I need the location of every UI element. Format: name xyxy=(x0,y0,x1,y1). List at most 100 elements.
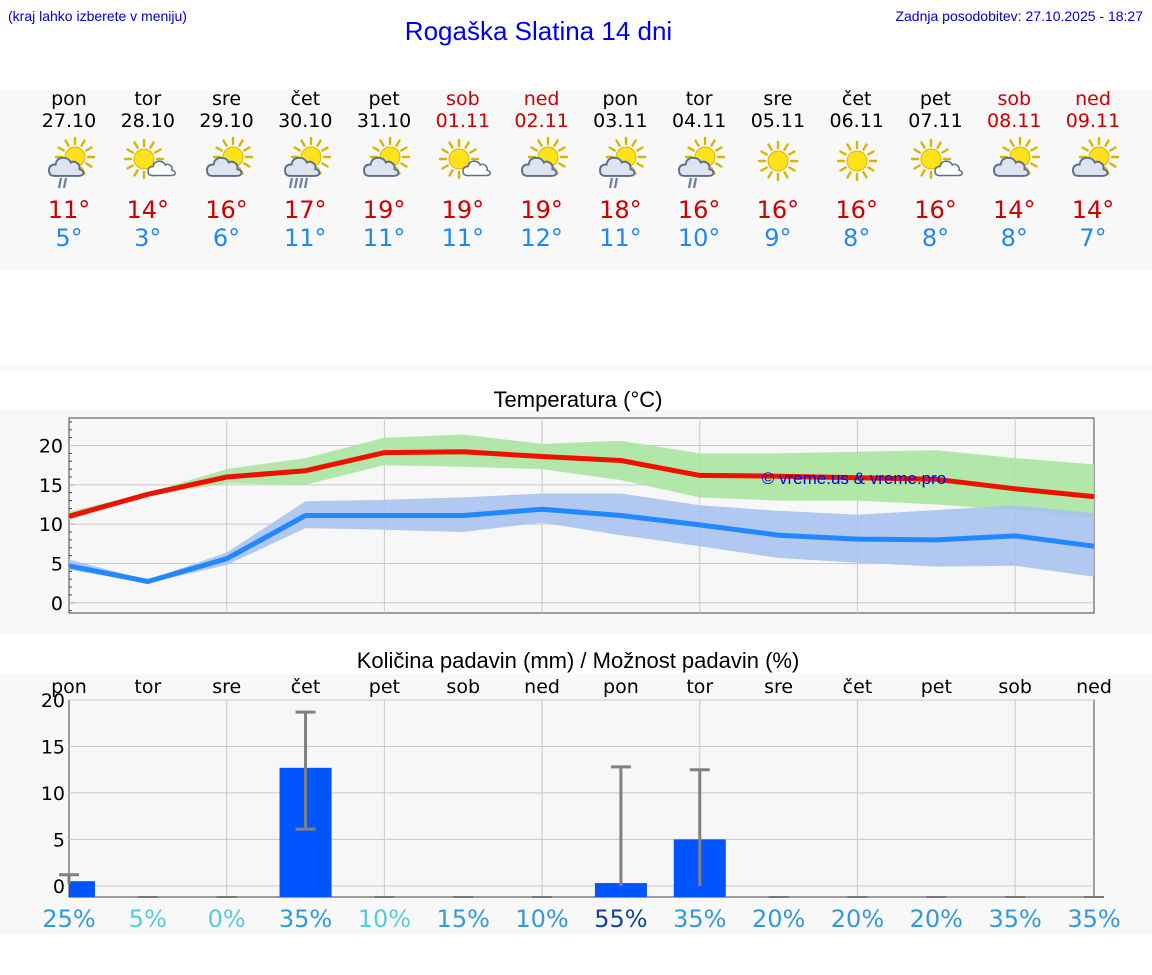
min-temperature: 11° xyxy=(599,224,642,252)
precipitation-bar xyxy=(69,881,95,897)
day-name: pon xyxy=(51,88,87,110)
max-temperature: 16° xyxy=(205,196,248,224)
temperature-y-tick-label: 0 xyxy=(51,593,63,615)
day-column: tor 28.10 14° 3° xyxy=(98,88,198,252)
max-temperature: 18° xyxy=(599,196,642,224)
precipitation-probability-label: 10% xyxy=(358,905,411,933)
max-temperature: 19° xyxy=(362,196,406,224)
sun-icon xyxy=(807,135,907,195)
sun-small-cloud-icon xyxy=(413,135,513,195)
precipitation-y-tick-label: 0 xyxy=(53,876,65,898)
min-temperature-line xyxy=(68,506,1095,584)
day-column: pet 07.11 16° 8° xyxy=(885,88,985,252)
day-date: 08.11 xyxy=(987,110,1042,132)
precipitation-probability-label: 20% xyxy=(831,905,884,933)
day-name: sob xyxy=(997,88,1032,110)
precipitation-probability-label: 35% xyxy=(988,905,1041,933)
min-temperature: 7° xyxy=(1079,224,1107,252)
max-temperature: 14° xyxy=(992,196,1036,224)
max-temperature-line xyxy=(68,449,1095,519)
day-date: 28.10 xyxy=(120,110,175,132)
day-name: čet xyxy=(841,88,872,110)
precipitation-y-tick-label: 20 xyxy=(41,690,65,712)
max-temperature: 16° xyxy=(835,196,878,224)
min-temperature: 9° xyxy=(764,224,792,252)
precipitation-day-label: pon xyxy=(603,676,639,698)
min-temperature: 8° xyxy=(1000,224,1028,252)
day-column: pon 27.10 11° 5° xyxy=(19,88,119,252)
precipitation-probability-label: 35% xyxy=(673,905,726,933)
max-temperature: 11° xyxy=(47,196,91,224)
precipitation-probability-label: 5% xyxy=(129,905,167,933)
day-date: 29.10 xyxy=(199,110,254,132)
day-column: sob 01.11 19° 11° xyxy=(413,88,513,252)
day-name: tor xyxy=(134,88,162,110)
max-temperature: 17° xyxy=(284,196,327,224)
last-update: Zadnja posodobitev: 27.10.2025 - 18:27 xyxy=(895,8,1143,24)
precipitation-day-label: sob xyxy=(998,676,1032,698)
max-temperature: 19° xyxy=(520,196,563,224)
max-temperature: 16° xyxy=(756,196,800,224)
partly-cloudy-rain-icon xyxy=(19,135,119,195)
day-column: pet 31.10 19° 11° xyxy=(334,88,434,252)
day-date: 03.11 xyxy=(593,110,648,132)
sun-small-cloud-icon xyxy=(98,135,198,195)
page-title: Rogaška Slatina 14 dni xyxy=(404,16,673,46)
min-temperature: 12° xyxy=(520,224,563,252)
partly-cloudy-icon xyxy=(492,135,592,195)
max-temperature: 16° xyxy=(677,196,721,224)
precipitation-bar xyxy=(594,883,647,897)
temperature-y-tick-label: 5 xyxy=(51,553,63,575)
day-date: 05.11 xyxy=(750,110,806,132)
precipitation-y-tick-label: 15 xyxy=(41,736,65,758)
min-temperature: 11° xyxy=(362,224,406,252)
precipitation-probability-label: 0% xyxy=(208,905,246,933)
precipitation-probability-label: 35% xyxy=(279,905,332,933)
temperature-y-tick-label: 15 xyxy=(39,475,63,497)
day-date: 04.11 xyxy=(671,110,727,132)
min-temperature: 8° xyxy=(921,224,950,252)
partly-cloudy-icon xyxy=(964,135,1064,195)
day-name: ned xyxy=(523,88,560,110)
temperature-y-tick-label: 20 xyxy=(39,436,63,458)
max-temperature: 14° xyxy=(126,196,170,224)
sun-small-cloud-icon xyxy=(885,135,985,195)
min-temperature: 11° xyxy=(441,224,485,252)
max-temperature-range-band xyxy=(69,434,1094,521)
max-temperature: 19° xyxy=(441,196,485,224)
day-name: čet xyxy=(290,88,321,110)
day-name: pet xyxy=(919,88,952,110)
day-name: sre xyxy=(763,88,793,110)
precipitation-probability-label: 20% xyxy=(752,905,805,933)
day-column: ned 09.11 14° 7° xyxy=(1043,88,1143,252)
day-name: ned xyxy=(1075,88,1111,110)
forecast-panel xyxy=(0,90,1152,270)
day-date: 27.10 xyxy=(41,110,97,132)
min-temperature: 6° xyxy=(212,224,241,252)
precipitation-day-label: pet xyxy=(921,676,952,698)
precipitation-day-label: čet xyxy=(291,676,321,698)
day-date: 30.10 xyxy=(278,110,333,132)
partly-cloudy-heavy-rain-icon xyxy=(255,135,355,195)
partly-cloudy-icon xyxy=(1043,135,1143,195)
sun-icon xyxy=(728,135,828,195)
watermark: © vreme.us & vreme.pro xyxy=(762,469,946,488)
precipitation-day-label: čet xyxy=(843,676,873,698)
precipitation-probability-label: 20% xyxy=(910,905,963,933)
precipitation-probability-label: 10% xyxy=(515,905,568,933)
partly-cloudy-rain-icon xyxy=(649,135,749,195)
min-temperature: 11° xyxy=(284,224,327,252)
day-name: tor xyxy=(685,88,713,110)
day-name: pet xyxy=(368,88,400,110)
day-column: čet 30.10 17° 11° xyxy=(255,88,355,252)
precipitation-probability-label: 35% xyxy=(1067,905,1120,933)
day-column: tor 04.11 16° 10° xyxy=(649,88,749,252)
day-column: čet 06.11 16° 8° xyxy=(807,88,907,252)
partly-cloudy-rain-icon xyxy=(570,135,670,195)
day-name: pon xyxy=(602,88,639,110)
day-date: 07.11 xyxy=(908,110,963,132)
precipitation-day-label: pon xyxy=(51,676,87,698)
precipitation-day-label: tor xyxy=(134,676,161,698)
min-temperature: 8° xyxy=(843,224,871,252)
